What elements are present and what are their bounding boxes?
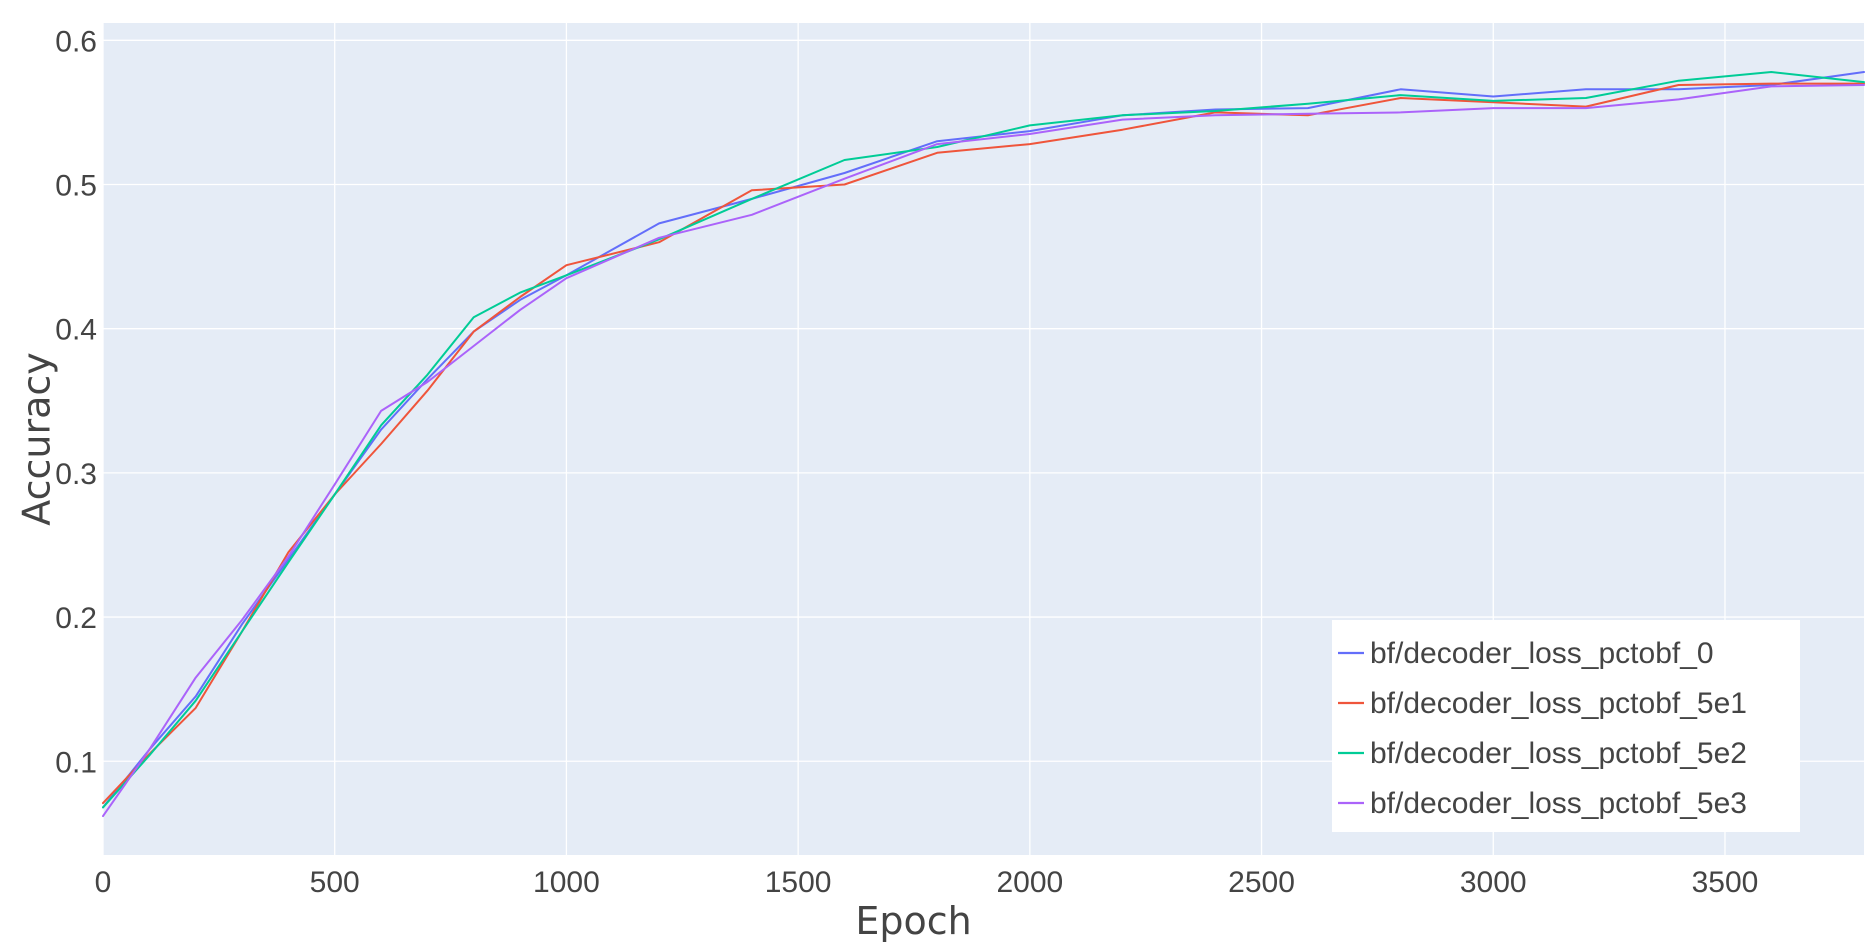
legend-label: bf/decoder_loss_pctobf_5e3 [1370, 787, 1747, 820]
legend-item[interactable]: bf/decoder_loss_pctobf_5e3 [1338, 787, 1747, 820]
x-axis-ticks: 0 500 1000 1500 2000 2500 3000 3500 [95, 866, 1759, 899]
x-tick-label: 0 [95, 866, 112, 899]
y-axis-ticks: 0.1 0.2 0.3 0.4 0.5 0.6 [55, 25, 97, 779]
series-line-1[interactable] [102, 82, 1865, 805]
x-tick-label: 1500 [765, 866, 832, 899]
series-line-3[interactable] [102, 84, 1865, 818]
legend[interactable]: bf/decoder_loss_pctobf_0 bf/decoder_loss_… [1332, 620, 1800, 832]
y-tick-label: 0.4 [55, 314, 97, 347]
legend-item[interactable]: bf/decoder_loss_pctobf_5e2 [1338, 737, 1747, 770]
legend-label: bf/decoder_loss_pctobf_5e1 [1370, 687, 1747, 720]
x-tick-label: 500 [310, 866, 360, 899]
y-axis-title: Accuracy [14, 352, 58, 526]
legend-item[interactable]: bf/decoder_loss_pctobf_5e1 [1338, 687, 1747, 720]
x-tick-label: 2000 [996, 866, 1063, 899]
y-tick-label: 0.3 [55, 458, 97, 491]
series-line-2[interactable] [102, 71, 1865, 809]
x-tick-label: 3000 [1460, 866, 1527, 899]
x-axis-title: Epoch [855, 899, 971, 943]
legend-label: bf/decoder_loss_pctobf_0 [1370, 637, 1714, 670]
grid-lines [102, 23, 1864, 855]
y-tick-label: 0.5 [55, 169, 97, 202]
legend-label: bf/decoder_loss_pctobf_5e2 [1370, 737, 1747, 770]
legend-item[interactable]: bf/decoder_loss_pctobf_0 [1338, 637, 1714, 670]
x-tick-label: 2500 [1228, 866, 1295, 899]
y-tick-label: 0.6 [55, 25, 97, 58]
y-tick-label: 0.1 [55, 746, 97, 779]
series-lines [102, 71, 1865, 818]
legend-box [1332, 620, 1800, 832]
y-tick-label: 0.2 [55, 602, 97, 635]
x-tick-label: 3500 [1692, 866, 1759, 899]
x-tick-label: 1000 [533, 866, 600, 899]
